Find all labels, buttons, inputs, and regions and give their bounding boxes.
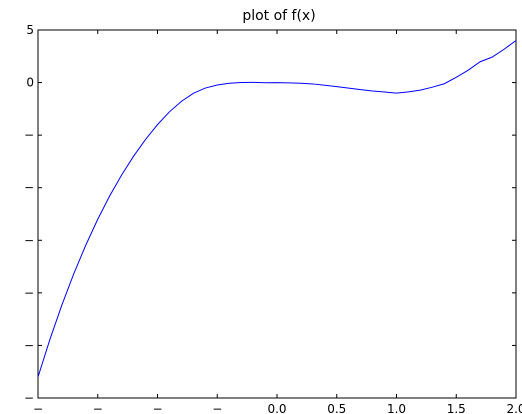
x-tick-label: −: [93, 402, 103, 414]
x-tick-label: −: [33, 402, 43, 414]
y-tick-label: 5: [26, 23, 34, 37]
x-tick-label: 0.0: [267, 402, 286, 414]
y-tick-label: 0: [26, 76, 34, 90]
y-tick-label: −: [24, 181, 34, 195]
chart-title: plot of f(x): [242, 8, 315, 24]
x-tick-label: 0.5: [327, 402, 346, 414]
x-tick-label: 2.0: [506, 402, 522, 414]
x-tick-label: −: [152, 402, 162, 414]
series-line: [37, 40, 517, 378]
x-tick-label: 1.0: [387, 402, 406, 414]
y-tick-label: −: [24, 338, 34, 352]
plot-area: − − − −0.0 0.5 1.0 1.5 2.0−−−−−−05: [24, 23, 522, 414]
x-tick-label: 1.5: [447, 402, 466, 414]
x-tick-label: −: [212, 402, 222, 414]
y-tick-label: −: [24, 128, 34, 142]
plot-frame: [37, 29, 517, 399]
y-tick-label: −: [24, 233, 34, 247]
y-tick-label: −: [24, 391, 34, 405]
y-tick-label: −: [24, 286, 34, 300]
